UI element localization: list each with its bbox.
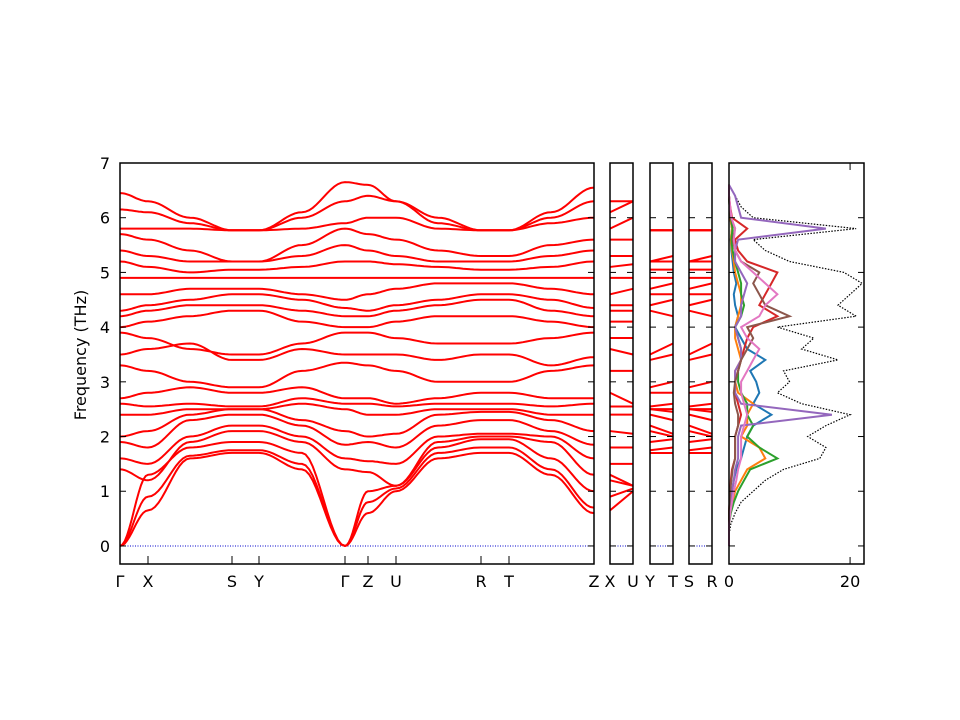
phonon-band bbox=[119, 293, 595, 312]
phonon-band bbox=[119, 244, 595, 263]
k-point-label: X bbox=[143, 572, 154, 591]
phonon-band bbox=[119, 446, 595, 547]
phonon-band bbox=[119, 342, 595, 367]
phonon-band-segment bbox=[688, 413, 713, 422]
k-point-label: Z bbox=[589, 572, 600, 591]
phonon-band-segment bbox=[688, 446, 713, 452]
dos-layer bbox=[728, 184, 864, 546]
k-point-label: Z bbox=[363, 572, 374, 591]
panel-frame bbox=[119, 162, 595, 565]
phonon-band-segment bbox=[649, 438, 674, 443]
phonon-band-segment bbox=[609, 200, 634, 214]
dos-total-line bbox=[728, 184, 864, 546]
k-point-label: Y bbox=[644, 572, 655, 591]
y-tick-label: 2 bbox=[100, 428, 110, 447]
phonon-band bbox=[119, 438, 595, 547]
phonon-band bbox=[119, 181, 595, 232]
k-point-label: S bbox=[684, 572, 694, 591]
phonon-band-segment bbox=[688, 342, 713, 356]
y-tick-label: 3 bbox=[100, 373, 110, 392]
dos-projected-line bbox=[728, 184, 779, 546]
phonon-band-segment bbox=[688, 402, 713, 408]
y-tick-label: 1 bbox=[100, 482, 110, 501]
phonon-band-segment bbox=[688, 309, 713, 318]
phonon-band-segment bbox=[649, 413, 674, 422]
phonon-band-segment bbox=[649, 380, 674, 389]
phonon-band bbox=[119, 430, 595, 487]
phonon-band-segment bbox=[609, 391, 634, 405]
phonon-band-segment bbox=[649, 353, 674, 361]
phonon-band-segment bbox=[649, 342, 674, 356]
phonon-band bbox=[119, 298, 595, 318]
phonon-band bbox=[119, 408, 595, 438]
y-tick-label: 7 bbox=[100, 154, 110, 173]
phonon-band-segment bbox=[688, 424, 713, 435]
phonon-band-segment bbox=[609, 479, 634, 487]
dos-projected-line bbox=[728, 184, 833, 546]
phonon-band bbox=[119, 361, 595, 389]
phonon-band-segment bbox=[609, 263, 634, 268]
k-point-label: R bbox=[706, 572, 717, 591]
y-axis-label: Frequency (THz) bbox=[71, 290, 90, 420]
phonon-band bbox=[119, 397, 595, 408]
panel-frame bbox=[649, 162, 674, 565]
phonon-band-segment bbox=[688, 282, 713, 290]
panel-frame bbox=[609, 162, 634, 565]
bands-layer bbox=[119, 181, 713, 547]
phonon-band-segment bbox=[609, 490, 634, 512]
dos-panel-frame bbox=[728, 162, 865, 565]
phonon-band bbox=[119, 309, 595, 329]
y-tick-label: 0 bbox=[100, 537, 110, 556]
phonon-band-segment bbox=[609, 430, 634, 435]
panel-frame bbox=[688, 162, 713, 565]
k-point-label: T bbox=[667, 572, 678, 591]
phonon-band bbox=[119, 413, 595, 449]
k-point-label: Y bbox=[253, 572, 264, 591]
k-point-label: U bbox=[390, 572, 402, 591]
phonon-band-segment bbox=[649, 255, 674, 263]
phonon-band-segment bbox=[649, 282, 674, 290]
phonon-band bbox=[119, 451, 595, 547]
y-tick-label: 4 bbox=[100, 318, 110, 337]
k-point-label: U bbox=[627, 572, 639, 591]
phonon-band-segment bbox=[649, 298, 674, 307]
phonon-band bbox=[119, 424, 595, 465]
phonon-band-segment bbox=[649, 309, 674, 318]
dos-projected-line bbox=[728, 184, 780, 546]
dos-x-tick-label: 20 bbox=[840, 572, 860, 591]
phonon-band-segment bbox=[688, 298, 713, 307]
phonon-band-segment bbox=[649, 446, 674, 452]
phonon-band-segment bbox=[609, 216, 634, 230]
phonon-band-segment bbox=[688, 255, 713, 263]
k-point-label: Γ bbox=[341, 572, 350, 591]
phonon-band bbox=[119, 227, 595, 263]
y-tick-label: 6 bbox=[100, 209, 110, 228]
phonon-band-segment bbox=[649, 402, 674, 408]
y-tick-label: 5 bbox=[100, 263, 110, 282]
phonon-band-segment bbox=[688, 380, 713, 389]
k-point-label: S bbox=[227, 572, 237, 591]
phonon-band-segment bbox=[649, 424, 674, 435]
k-point-label: T bbox=[503, 572, 514, 591]
k-point-label: X bbox=[605, 572, 616, 591]
phonon-band bbox=[120, 402, 594, 416]
phonon-band bbox=[119, 260, 595, 274]
phonon-band bbox=[119, 386, 594, 405]
phonon-band-segment bbox=[609, 348, 634, 356]
phonon-band-segment bbox=[609, 487, 634, 498]
phonon-band-segment bbox=[649, 430, 674, 438]
k-point-label: Γ bbox=[116, 572, 125, 591]
phonon-band bbox=[119, 331, 595, 356]
phonon-band bbox=[120, 282, 595, 301]
k-point-label: R bbox=[475, 572, 486, 591]
phonon-band-segment bbox=[688, 353, 713, 361]
dos-x-tick-label: 0 bbox=[724, 572, 734, 591]
phonon-band-segment bbox=[609, 287, 634, 296]
phonon-band-segment bbox=[688, 430, 713, 438]
phonon-band-segment bbox=[688, 438, 713, 443]
